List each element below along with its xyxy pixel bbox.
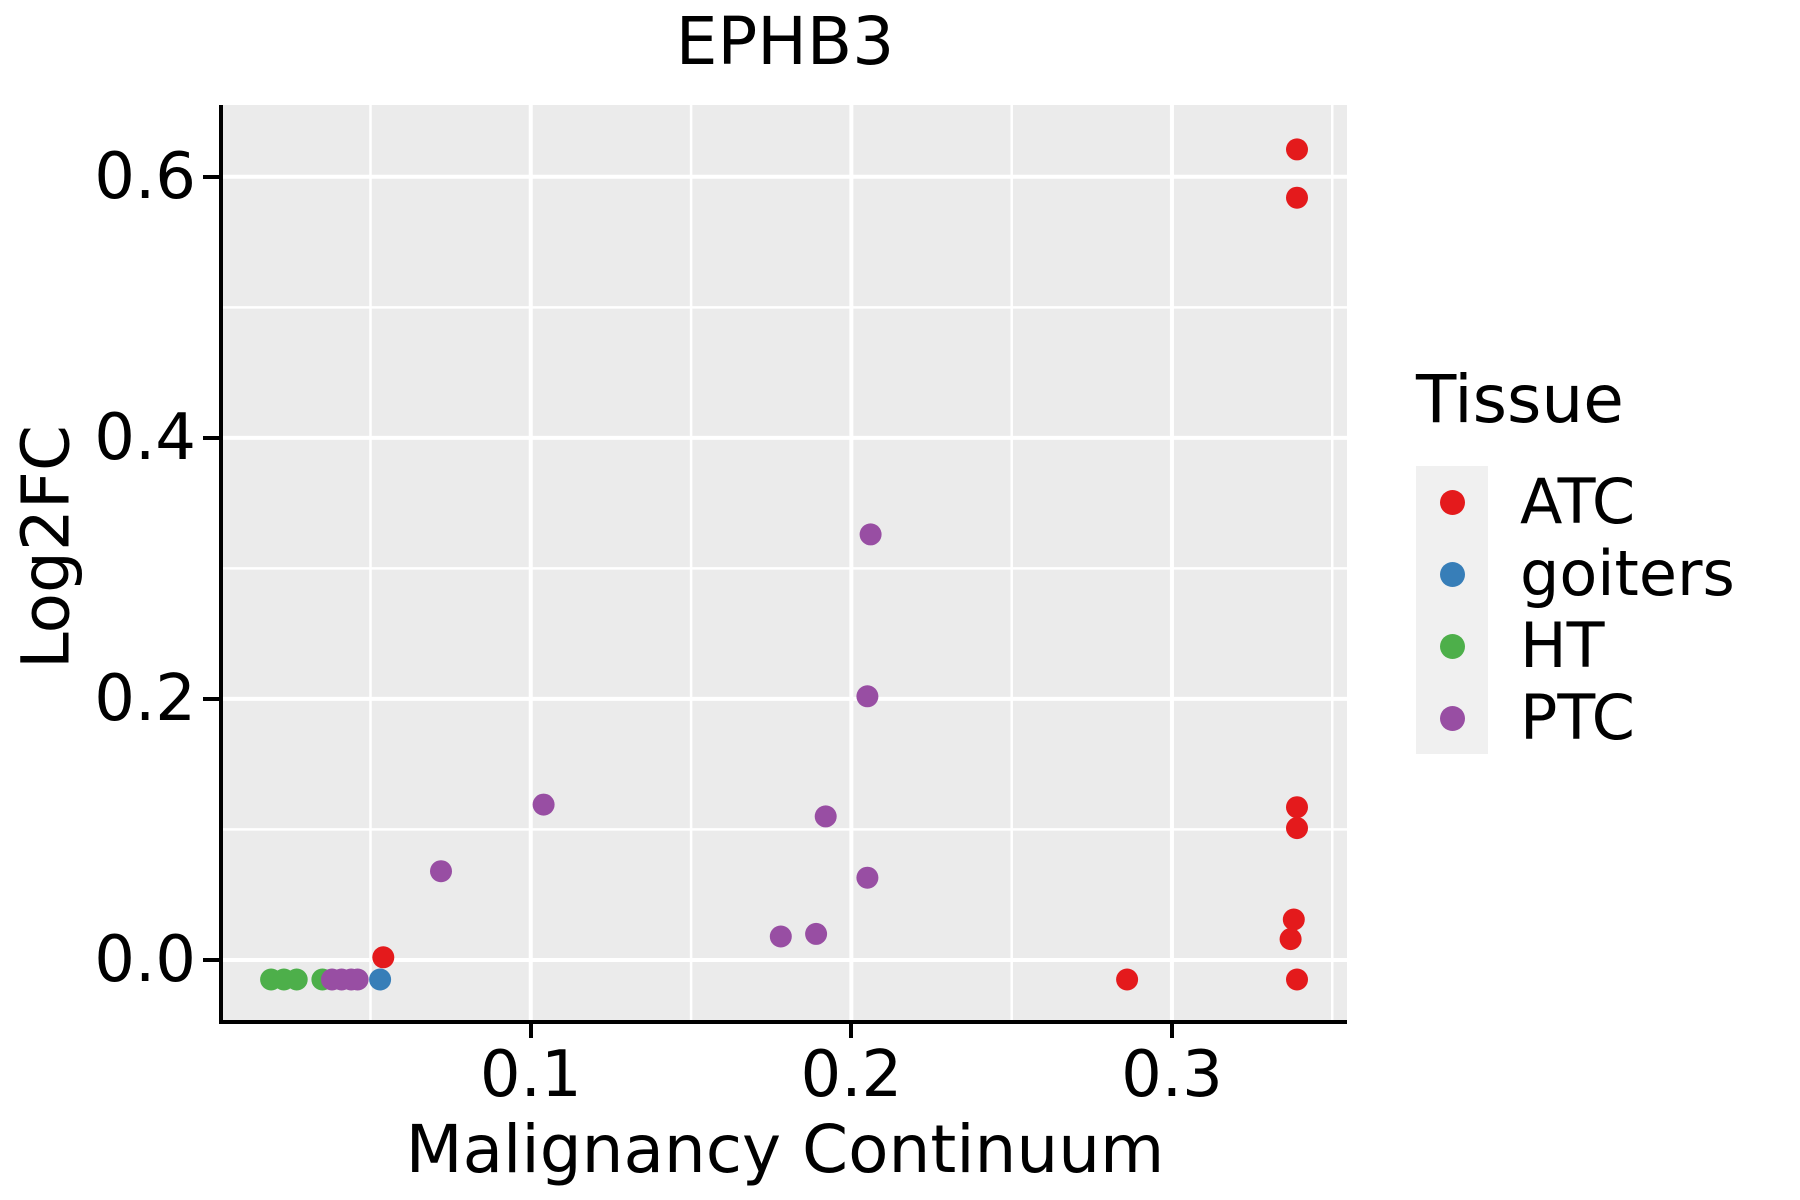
- legend-key: [1416, 682, 1488, 754]
- legend-item-label: goiters: [1520, 537, 1735, 610]
- legend-item-label: HT: [1520, 609, 1605, 682]
- y-tick-mark: [203, 174, 219, 179]
- data-point-HT: [285, 968, 308, 991]
- x-tick-label: 0.3: [1121, 1038, 1223, 1112]
- data-point-ATC: [1279, 928, 1302, 951]
- data-point-PTC: [805, 922, 828, 945]
- data-point-PTC: [346, 968, 369, 991]
- y-tick-label: 0.2: [94, 661, 196, 736]
- data-point-PTC: [856, 685, 879, 708]
- legend-key: [1416, 538, 1488, 610]
- x-tick-label: 0.2: [800, 1038, 903, 1112]
- x-tick-label: 0.1: [479, 1038, 582, 1112]
- data-point-ATC: [1286, 186, 1308, 209]
- data-point-ATC: [1286, 817, 1308, 840]
- x-axis-line: [219, 1020, 1347, 1024]
- legend-items: ATC goiters HT PTC: [1416, 466, 1735, 754]
- data-point-PTC: [859, 523, 882, 546]
- data-point-PTC: [814, 805, 837, 828]
- legend-dot-icon: [1439, 705, 1465, 731]
- data-point-goiters: [369, 968, 392, 991]
- data-point-ATC: [372, 946, 395, 969]
- legend-key: [1416, 610, 1488, 682]
- plot-canvas: [223, 105, 1347, 1020]
- data-point-ATC: [1286, 968, 1308, 991]
- y-tick-label: 0.6: [94, 139, 196, 214]
- data-point-PTC: [532, 793, 555, 816]
- y-tick-label: 0.4: [94, 400, 196, 475]
- chart-title: EPHB3: [675, 3, 895, 80]
- minor-gridlines: [223, 105, 1347, 1020]
- legend-item-ATC: ATC: [1416, 466, 1735, 538]
- data-point-PTC: [856, 866, 879, 889]
- legend-item-label: ATC: [1520, 465, 1636, 538]
- legend-item-label: PTC: [1520, 681, 1635, 754]
- legend-item-HT: HT: [1416, 610, 1735, 682]
- y-tick-label: 0.0: [94, 922, 196, 997]
- y-tick-mark: [203, 696, 219, 701]
- y-tick-mark: [203, 435, 219, 440]
- x-tick-mark: [528, 1022, 533, 1038]
- legend-key: [1416, 466, 1488, 538]
- data-point-PTC: [769, 925, 792, 948]
- legend-dot-icon: [1439, 561, 1465, 587]
- legend-dot-icon: [1439, 489, 1465, 515]
- legend: Tissue ATC goiters HT PTC: [1416, 362, 1735, 754]
- series-goiters: [369, 968, 392, 991]
- x-tick-mark: [1169, 1022, 1174, 1038]
- data-point-ATC: [1286, 796, 1308, 819]
- x-axis-label: Malignancy Continuum: [405, 1111, 1165, 1188]
- data-point-PTC: [430, 860, 452, 883]
- y-tick-mark: [203, 957, 219, 962]
- data-point-ATC: [1282, 908, 1305, 931]
- legend-item-goiters: goiters: [1416, 538, 1735, 610]
- x-tick-mark: [849, 1022, 854, 1038]
- legend-item-PTC: PTC: [1416, 682, 1735, 754]
- data-point-ATC: [1116, 968, 1139, 991]
- series-ATC: [372, 138, 1308, 991]
- series-PTC: [321, 523, 882, 991]
- y-axis-line: [219, 105, 223, 1024]
- major-gridlines: [223, 105, 1347, 1020]
- data-point-ATC: [1286, 138, 1308, 161]
- plot-panel: [223, 105, 1347, 1020]
- legend-title: Tissue: [1416, 361, 1624, 438]
- legend-dot-icon: [1439, 633, 1465, 659]
